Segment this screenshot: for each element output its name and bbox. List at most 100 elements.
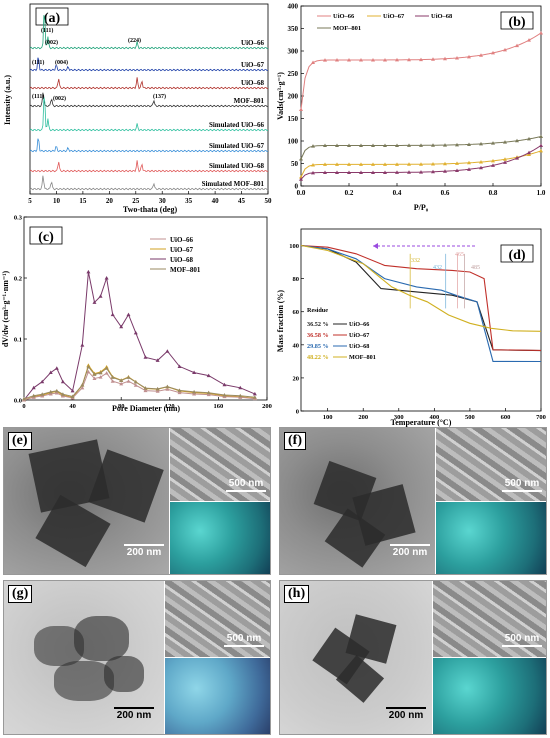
pore-size-point [92,372,97,376]
isotherm-point [419,143,423,147]
panel-a-xticks: 5 10 15 20 25 30 35 40 45 50 [28,191,272,205]
isotherm-point [515,138,519,143]
isotherm-point [371,170,375,174]
x-tick-label: 45 [238,197,246,205]
panel-d-tga-chart: Mass fraction (%) Temperature (°C) (d) 1… [276,228,546,427]
pore-size-point [98,294,103,298]
tga-line [300,244,542,332]
xrd-trace [29,77,269,90]
trace-label: UiO–68 [241,79,264,87]
peak-label: (111) [32,93,44,100]
pore-size-point [60,379,65,384]
panel-g-label: (g) [8,585,33,603]
tem-scale-bar-h: 200 nm [384,707,428,721]
sem-image-f [436,428,546,501]
panel-d-ticks: 100 200 300 400 500 600 700 0 20 40 60 80 100 [289,243,546,421]
pore-size-point [165,387,170,391]
y-tick-label: 0 [296,409,299,416]
panel-h-label: (h) [284,585,310,603]
isotherm-point [323,170,327,175]
isotherm-point [419,57,423,62]
pore-size-point [238,385,243,390]
pore-size-point [98,370,103,375]
x-tick-label: 0.8 [489,189,498,197]
pore-size-point [60,393,65,398]
y-tick-label: 80 [293,276,300,283]
isotherm-point [311,144,315,148]
pore-size-point [252,395,257,399]
panel-b-ticks: 0.0 0.2 0.4 0.6 0.8 1.0 0 50 100 150 200 250 300 350 4… [288,3,546,198]
pore-size-point [143,386,148,390]
panel-d-frame [300,228,542,412]
isotherm-point [503,140,507,144]
xrd-trace [29,160,269,173]
panel-a-peak-labels: (111) (002) (224) (111) (004) (111) (002… [32,27,166,102]
isotherm-point [431,143,435,147]
isotherm-point [479,159,483,164]
x-tick-label: 20 [106,197,114,205]
pore-size-point [98,375,103,379]
isotherm-point [407,143,411,147]
panel-a-label: (a) [44,11,61,26]
pore-size-point [177,364,182,368]
isotherm-point [407,57,411,62]
legend-entry: UiO–68 [170,256,193,264]
isotherm-point [371,57,375,62]
y-tick-label: 150 [288,115,299,123]
x-tick-label: 300 [394,414,404,421]
scale-text: 500 nm [226,633,262,644]
isotherm-point [503,160,507,164]
eds-map-g [165,658,270,734]
y-tick-label: 200 [288,93,299,101]
xrd-trace [29,138,269,153]
panel-d-residue-legend: Residue 36.52 % UiO–66 36.58 % UiO–67 29… [307,307,376,361]
pore-size-point [133,380,138,384]
x-tick-label: 40 [69,403,76,410]
pore-size-point [192,391,197,396]
pore-size-point [104,366,109,370]
eds-map-e [170,502,270,574]
isotherm-point [299,107,303,111]
isotherm-point [359,170,363,174]
pore-size-point [104,371,109,375]
pore-size-point [22,396,26,401]
legend-entry: MOF–801 [333,25,361,32]
pore-size-point [54,388,59,393]
x-tick-label: 15 [79,197,87,205]
x-tick-label: 700 [536,414,546,421]
tem-image-f [280,428,435,574]
panel-a-trace-labels: UiO–66 UiO–67 UiO–68 MOF–801 Simulated UiO–6… [202,39,265,188]
legend-entry: UiO–68 [431,13,453,20]
x-tick-label: 50 [265,197,273,205]
panel-a-traces [29,15,269,191]
pore-size-point [119,378,124,382]
trace-label: UiO–67 [241,61,264,69]
isotherm-point [479,165,483,170]
pore-size-point [86,364,91,369]
pore-size-point [206,373,211,378]
isotherm-point [419,162,423,166]
isotherm-point [311,170,315,175]
isotherm-point [323,162,327,166]
legend-entry: MOF–801 [170,266,201,274]
pore-size-point [222,382,227,387]
residue-title: Residue [307,307,328,314]
pore-size-point [70,388,75,393]
x-tick-label: 600 [501,414,511,421]
pore-size-point [119,381,124,386]
isotherm-point [335,143,339,148]
panel-a-ylabel: Intensity (a.u.) [3,75,12,125]
isotherm-point [347,57,351,62]
x-tick-label: 0.0 [297,189,306,197]
panel-d-ylabel: Mass fraction (%) [276,290,285,353]
isotherm-point [503,157,507,161]
isotherm-point [359,162,363,166]
trace-label: Simulated UiO–68 [209,162,265,170]
tem-scale-bar-e: 200 nm [122,544,166,558]
micrograph-panel-h: (h) 200 nm 500 nm [279,580,547,735]
tem-scale-bar-g: 200 nm [112,707,156,721]
pore-size-point [31,385,36,390]
scale-text: 500 nm [504,478,540,489]
isotherm-point [467,160,471,165]
isotherm-point [467,142,471,146]
